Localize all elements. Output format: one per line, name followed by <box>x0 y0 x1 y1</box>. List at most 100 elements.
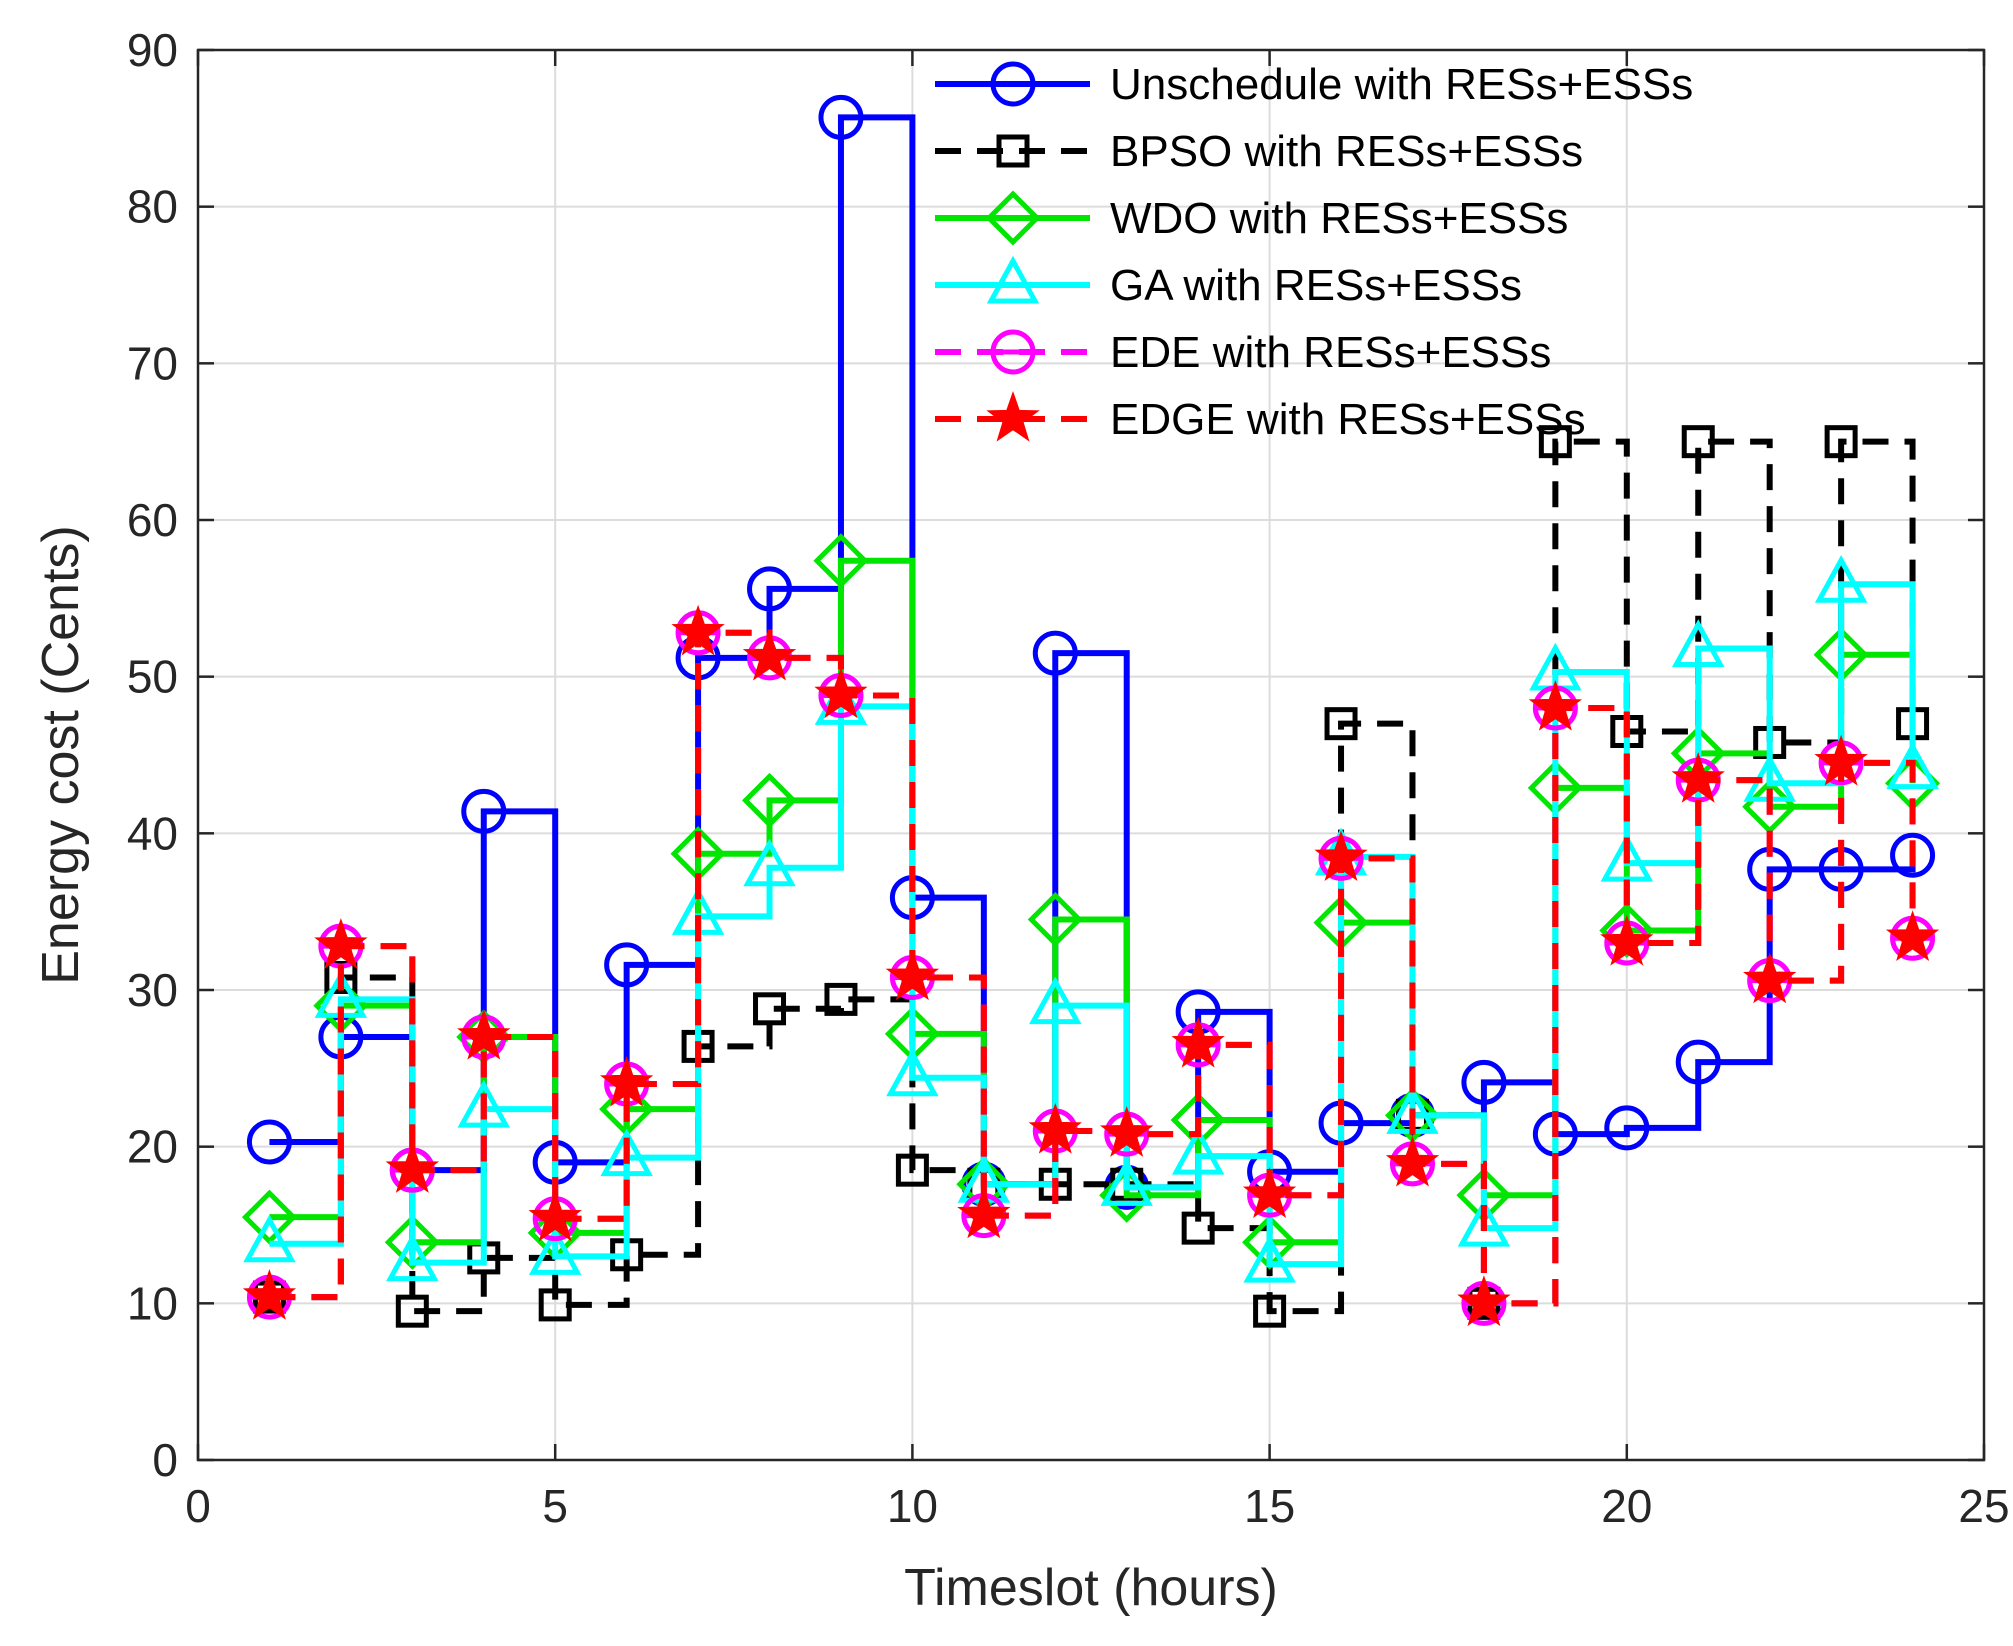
legend-label: EDGE with RESs+ESSs <box>1110 395 1586 444</box>
y-tick-label: 80 <box>127 181 178 233</box>
data-point <box>1538 425 1572 459</box>
legend-entry: BPSO with RESs+ESSs <box>935 127 1583 176</box>
y-tick-label: 50 <box>127 651 178 703</box>
legend-entry: WDO with RESs+ESSs <box>935 190 1568 246</box>
data-point <box>1743 952 1797 1004</box>
data-point <box>1885 910 1940 961</box>
data-point <box>528 1227 582 1275</box>
data-point <box>243 1214 296 1263</box>
data-point <box>604 942 650 988</box>
data-point <box>885 949 940 1001</box>
y-tick-label: 20 <box>127 1121 178 1173</box>
data-point <box>1171 1016 1225 1068</box>
y-axis-label: Energy cost (Cents) <box>32 525 90 985</box>
data-point <box>1032 630 1078 676</box>
data-point <box>743 838 796 887</box>
data-point <box>1600 914 1654 966</box>
data-point <box>1028 1102 1082 1154</box>
data-point <box>895 1153 929 1187</box>
data-point <box>1457 1198 1511 1247</box>
legend-label: GA with RESs+ESSs <box>1110 261 1522 310</box>
data-point <box>314 918 368 969</box>
x-tick-label: 10 <box>887 1480 938 1532</box>
y-tick-label: 90 <box>127 24 178 76</box>
legend-marker <box>986 255 1040 304</box>
legend-label: WDO with RESs+ESSs <box>1110 194 1568 243</box>
plot-area-border <box>196 48 1986 1462</box>
y-tick-label: 40 <box>127 807 178 859</box>
legend-entry: GA with RESs+ESSs <box>935 255 1522 310</box>
data-point <box>1672 619 1725 667</box>
plot-series <box>241 94 1941 1328</box>
data-point <box>1170 1092 1226 1148</box>
legend-marker <box>996 134 1030 168</box>
data-point <box>385 1142 439 1193</box>
data-point <box>457 1079 510 1128</box>
legend-marker <box>985 190 1041 246</box>
data-point <box>886 1048 939 1097</box>
data-point <box>1886 741 1939 790</box>
data-point <box>1457 1275 1511 1327</box>
data-point <box>528 1190 582 1242</box>
series-5 <box>242 604 1940 1327</box>
y-tick-label: 60 <box>127 494 178 546</box>
data-point <box>1100 1106 1154 1157</box>
series-line-0 <box>269 114 1916 1191</box>
data-point <box>1599 902 1655 959</box>
y-tick-label: 70 <box>127 337 178 389</box>
legend: Unschedule with RESs+ESSs BPSO with RESs+… <box>935 60 1693 444</box>
data-point <box>1681 425 1715 459</box>
data-point <box>1604 1105 1650 1151</box>
data-point <box>395 1294 429 1328</box>
axis-ticks: 0 5 10 15 20 25 0 10 20 30 40 50 60 70 80 90 <box>127 24 2010 1532</box>
data-point <box>1814 555 1868 603</box>
data-point <box>671 604 725 656</box>
data-point <box>957 1187 1011 1239</box>
data-point <box>600 1128 653 1177</box>
data-point <box>1243 1234 1296 1283</box>
data-point <box>741 772 798 828</box>
legend-entry: Unschedule with RESs+ESSs <box>935 60 1693 109</box>
data-point <box>824 982 858 1016</box>
data-point <box>1671 752 1725 803</box>
data-point <box>1675 1039 1721 1085</box>
legend-marker <box>986 390 1040 442</box>
legend-label: EDE with RESs+ESSs <box>1110 328 1551 377</box>
x-tick-label: 20 <box>1601 1480 1652 1532</box>
data-point <box>600 1055 654 1107</box>
data-point <box>538 1288 572 1322</box>
data-point <box>813 533 869 589</box>
legend-entry: EDGE with RESs+ESSs <box>935 390 1586 444</box>
x-axis-label: Timeslot (hours) <box>904 1559 1278 1617</box>
data-point <box>742 629 797 681</box>
data-point <box>1253 1294 1287 1328</box>
y-tick-label: 30 <box>127 964 178 1016</box>
data-point <box>1029 976 1082 1025</box>
data-point <box>818 94 864 140</box>
data-point <box>1600 833 1654 882</box>
data-point <box>1461 1059 1507 1105</box>
data-point <box>242 1269 297 1320</box>
y-tick-label: 10 <box>127 1277 178 1329</box>
data-point <box>1824 425 1858 459</box>
x-tick-label: 0 <box>185 1480 211 1532</box>
data-point <box>324 960 358 994</box>
legend-label: Unschedule with RESs+ESSs <box>1110 60 1693 109</box>
data-point <box>1324 707 1358 741</box>
data-point <box>1385 1135 1440 1187</box>
data-point <box>1100 1158 1153 1206</box>
data-point <box>457 1008 511 1060</box>
data-point <box>1314 830 1368 882</box>
y-tick-label: 0 <box>152 1434 178 1486</box>
data-point <box>246 1119 292 1165</box>
data-point <box>747 566 793 612</box>
data-point <box>386 1233 439 1282</box>
data-point <box>1027 891 1083 948</box>
legend-label: BPSO with RESs+ESSs <box>1110 127 1583 176</box>
data-point <box>1890 832 1936 878</box>
data-point <box>753 992 787 1026</box>
legend-marker <box>990 61 1036 107</box>
